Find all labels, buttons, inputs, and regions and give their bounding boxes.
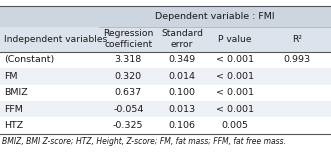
Bar — [99, 117, 157, 134]
Text: < 0.001: < 0.001 — [216, 105, 254, 114]
Bar — [99, 68, 157, 85]
Bar — [99, 85, 157, 101]
Bar — [157, 52, 207, 68]
Text: < 0.001: < 0.001 — [216, 72, 254, 81]
Bar — [207, 68, 263, 85]
Bar — [99, 27, 157, 52]
Text: Independent variables: Independent variables — [4, 35, 107, 44]
Bar — [207, 52, 263, 68]
Bar — [99, 52, 157, 68]
Text: 0.005: 0.005 — [221, 121, 249, 130]
Bar — [0, 68, 99, 85]
Text: HTZ: HTZ — [4, 121, 23, 130]
Text: 0.993: 0.993 — [284, 55, 310, 64]
Bar — [207, 27, 263, 52]
Text: Dependent variable : FMI: Dependent variable : FMI — [155, 12, 275, 21]
Text: P value: P value — [218, 35, 252, 44]
Bar — [263, 117, 331, 134]
Text: FM: FM — [4, 72, 18, 81]
Text: 0.320: 0.320 — [115, 72, 142, 81]
Bar — [0, 117, 99, 134]
Bar — [263, 68, 331, 85]
Bar — [99, 101, 157, 117]
Bar — [207, 101, 263, 117]
Bar — [157, 27, 207, 52]
Bar — [0, 101, 99, 117]
Text: 0.014: 0.014 — [168, 72, 196, 81]
Text: -0.054: -0.054 — [113, 105, 143, 114]
Bar — [0, 52, 99, 68]
Bar — [207, 117, 263, 134]
Bar — [207, 85, 263, 101]
Text: 3.318: 3.318 — [115, 55, 142, 64]
Text: -0.325: -0.325 — [113, 121, 144, 130]
Text: FFM: FFM — [4, 105, 23, 114]
Bar — [263, 52, 331, 68]
Bar — [263, 27, 331, 52]
Text: (Constant): (Constant) — [4, 55, 54, 64]
Bar — [99, 6, 331, 27]
Text: < 0.001: < 0.001 — [216, 55, 254, 64]
Bar — [0, 27, 99, 52]
Text: BMIZ: BMIZ — [4, 88, 28, 97]
Text: 0.637: 0.637 — [115, 88, 142, 97]
Bar — [157, 117, 207, 134]
Bar — [263, 85, 331, 101]
Bar — [157, 101, 207, 117]
Bar — [0, 6, 99, 27]
Text: Standard
error: Standard error — [161, 29, 203, 49]
Text: 0.013: 0.013 — [168, 105, 196, 114]
Text: BMIZ, BMI Z-score; HTZ, Height, Z-score; FM, fat mass; FFM, fat free mass.: BMIZ, BMI Z-score; HTZ, Height, Z-score;… — [2, 137, 286, 146]
Text: R²: R² — [292, 35, 302, 44]
Bar — [157, 68, 207, 85]
Text: 0.106: 0.106 — [168, 121, 196, 130]
Text: 0.349: 0.349 — [168, 55, 196, 64]
Text: < 0.001: < 0.001 — [216, 88, 254, 97]
Bar — [263, 101, 331, 117]
Text: Regression
coefficient: Regression coefficient — [103, 29, 154, 49]
Bar — [157, 85, 207, 101]
Text: 0.100: 0.100 — [168, 88, 196, 97]
Bar — [0, 85, 99, 101]
